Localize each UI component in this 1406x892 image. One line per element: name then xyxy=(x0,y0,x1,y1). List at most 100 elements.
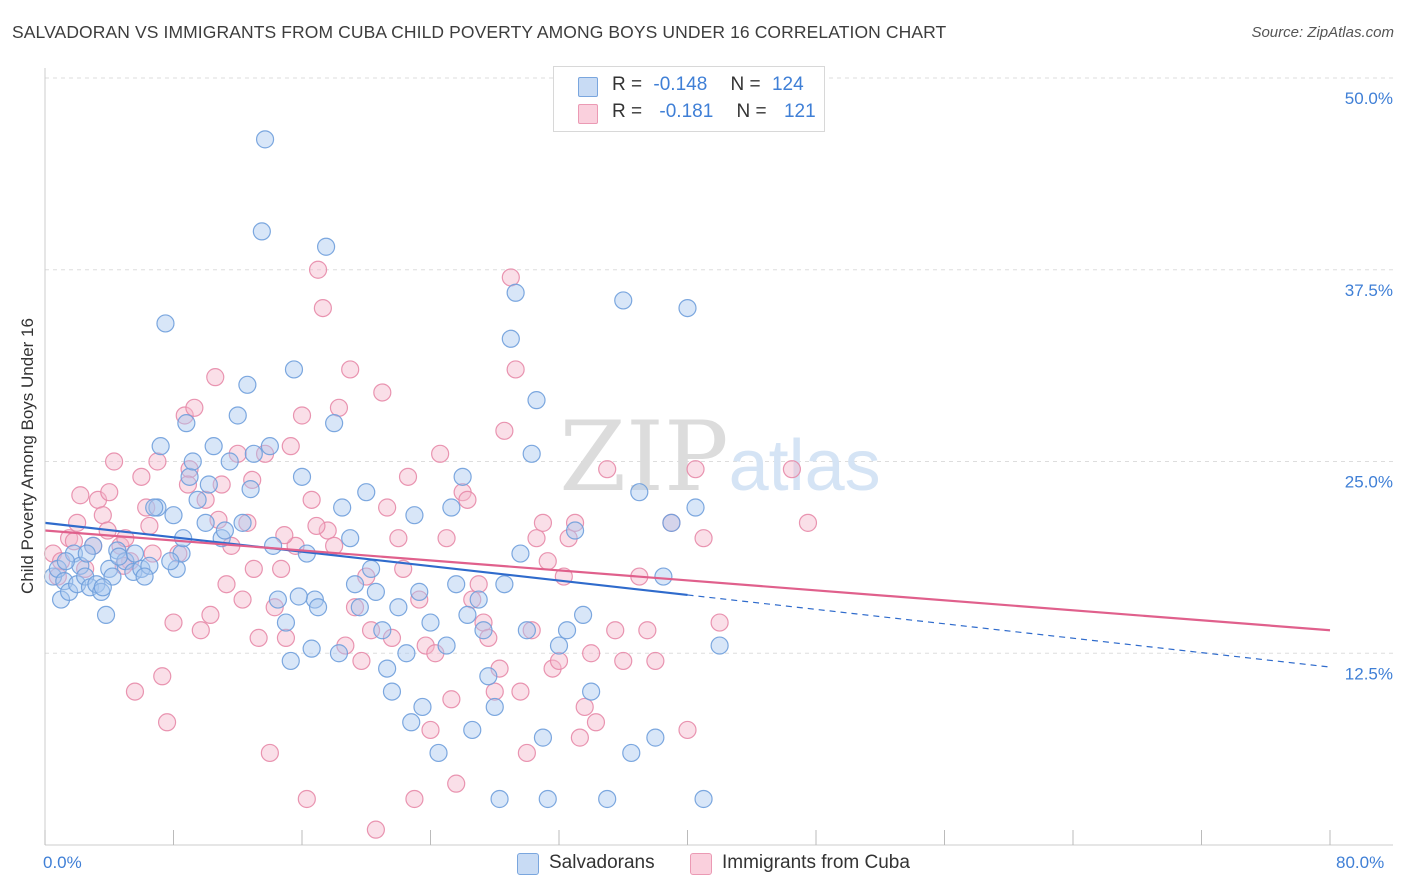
data-point xyxy=(373,621,392,640)
data-point xyxy=(453,467,472,486)
legend-r-value: -0.148 xyxy=(653,74,708,95)
data-point xyxy=(527,391,546,410)
data-point xyxy=(188,490,207,509)
data-point xyxy=(308,260,328,279)
data-point xyxy=(622,743,641,763)
data-point xyxy=(405,506,424,525)
data-point xyxy=(782,460,802,479)
data-point xyxy=(164,506,183,525)
data-point xyxy=(410,582,429,601)
data-point xyxy=(479,667,498,686)
data-point xyxy=(178,475,198,494)
data-point xyxy=(565,513,585,532)
data-point xyxy=(798,513,818,532)
legend-r-label: R = xyxy=(612,74,643,95)
data-point xyxy=(570,728,589,747)
data-point xyxy=(183,452,202,471)
data-point xyxy=(281,437,300,456)
data-point xyxy=(389,598,408,617)
data-point xyxy=(255,130,275,149)
data-point xyxy=(533,513,553,532)
data-point xyxy=(582,644,601,663)
data-point xyxy=(307,516,326,536)
data-point xyxy=(506,360,525,379)
data-point xyxy=(413,697,432,717)
data-point xyxy=(135,567,154,586)
data-point xyxy=(389,529,408,548)
data-point xyxy=(442,498,461,517)
legend-r-value: -0.181 xyxy=(659,101,714,122)
trend-line-salvadorans-extension xyxy=(687,594,1331,668)
correlation-legend: R = -0.148 N = 124 R = -0.181 N = 121 xyxy=(553,66,825,132)
data-point xyxy=(206,368,225,387)
bottom-legend-swatch-blue xyxy=(517,853,539,875)
watermark: ZIPatlas xyxy=(559,401,880,513)
trend-line-salvadorans xyxy=(44,521,688,597)
data-point xyxy=(93,578,112,597)
data-point xyxy=(308,598,328,617)
data-point xyxy=(345,598,365,617)
data-point xyxy=(215,521,234,540)
data-point xyxy=(76,559,95,578)
data-point xyxy=(373,383,392,402)
series-salvadorans-points xyxy=(43,130,729,809)
data-point xyxy=(469,575,488,594)
data-point xyxy=(104,452,124,471)
data-point xyxy=(276,613,296,632)
data-point xyxy=(678,720,697,740)
data-point xyxy=(220,452,239,471)
data-point xyxy=(132,467,151,486)
data-point xyxy=(582,682,601,701)
data-point xyxy=(501,268,520,287)
data-point xyxy=(272,559,291,578)
data-point xyxy=(228,406,247,425)
data-point xyxy=(313,299,332,318)
data-point xyxy=(260,743,279,763)
data-point xyxy=(447,575,466,594)
data-point xyxy=(638,621,657,640)
data-point xyxy=(191,621,210,640)
data-point xyxy=(125,682,145,701)
data-point xyxy=(204,437,223,456)
x-tick-label-max: 80.0% xyxy=(1336,853,1385,872)
data-point xyxy=(151,437,170,456)
data-point xyxy=(341,529,360,548)
data-point xyxy=(185,398,204,417)
data-point xyxy=(268,590,288,609)
data-point xyxy=(710,636,729,655)
data-point xyxy=(96,605,116,625)
data-point xyxy=(522,444,541,463)
x-tick-label-min: 0.0% xyxy=(43,853,82,872)
data-point xyxy=(416,636,435,655)
legend-n-value: 124 xyxy=(771,74,804,95)
data-point xyxy=(431,444,450,463)
data-point xyxy=(329,644,349,663)
data-point xyxy=(517,621,536,640)
data-point xyxy=(382,682,402,701)
data-point xyxy=(345,575,365,594)
data-point xyxy=(361,559,381,578)
bottom-legend-swatch-pink xyxy=(690,853,712,875)
data-point xyxy=(145,498,164,517)
data-point xyxy=(533,728,553,747)
data-point xyxy=(686,460,705,479)
chart-title: SALVADORAN VS IMMIGRANTS FROM CUBA CHILD… xyxy=(12,22,947,42)
legend-n-label: N = xyxy=(730,74,761,95)
data-point xyxy=(357,483,376,502)
series-cuba-points xyxy=(43,260,818,839)
data-point xyxy=(244,444,263,463)
data-point xyxy=(180,467,199,486)
data-point xyxy=(148,452,167,471)
data-point xyxy=(281,651,300,671)
data-point xyxy=(292,467,312,486)
data-point xyxy=(233,590,252,609)
data-point xyxy=(495,421,514,440)
data-point xyxy=(276,628,296,648)
data-point xyxy=(93,506,112,525)
data-point xyxy=(177,414,196,433)
y-tick-label: 50.0% xyxy=(1345,89,1393,108)
data-point xyxy=(175,406,194,425)
data-point xyxy=(511,682,530,701)
data-point xyxy=(710,613,729,632)
